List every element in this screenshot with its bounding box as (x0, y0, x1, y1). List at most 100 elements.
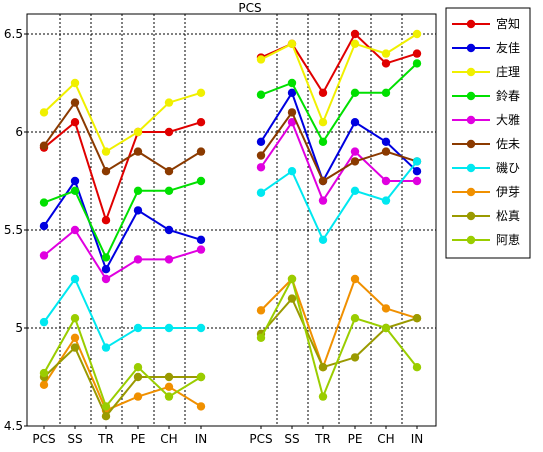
series-point (412, 49, 422, 58)
legend-label: 松真 (496, 209, 520, 223)
y-tick-label: 5.5 (4, 223, 23, 237)
x-tick-label: TR (314, 432, 331, 446)
series-point (39, 221, 49, 231)
series-point (70, 343, 80, 352)
series-point (412, 176, 422, 186)
legend-label: 宮知 (496, 16, 520, 31)
series-point (133, 372, 143, 382)
legend-label: 佐未 (496, 137, 520, 151)
series-point (101, 265, 111, 274)
series-point (196, 118, 206, 127)
x-tick-label: PE (348, 432, 363, 446)
series-point (70, 274, 80, 284)
series-point (287, 39, 297, 48)
series-point (70, 78, 80, 88)
series-point (164, 127, 174, 137)
series-point (39, 141, 49, 150)
x-tick-label: CH (377, 432, 394, 446)
series-point (381, 137, 391, 146)
series-line (43, 345, 201, 419)
series-point (412, 29, 422, 39)
series-point (381, 59, 391, 68)
legend-swatch-marker (466, 91, 476, 101)
x-tick-label: IN (195, 432, 208, 446)
series-point (256, 333, 266, 342)
series-point (101, 147, 111, 156)
series-point (412, 59, 422, 68)
series-point (101, 343, 111, 352)
series-point (70, 314, 80, 323)
axis-layer: 4.5 5 5.5 6 6.5 PCS SS TR PE CH IN PCS SS TR PE CH IN (4, 27, 423, 446)
series-point (350, 274, 360, 284)
series-point (101, 412, 111, 421)
series-point (350, 314, 360, 323)
series-point (196, 147, 206, 156)
legend-label: 友佳 (496, 41, 520, 55)
series-point (164, 167, 174, 176)
series-point (133, 363, 143, 372)
series-point (381, 323, 391, 333)
series-line (260, 33, 418, 125)
series-point (39, 198, 49, 207)
series-point (196, 88, 206, 98)
series-point (318, 392, 328, 401)
series-point (350, 147, 360, 156)
series-line (260, 276, 418, 400)
series-point (133, 255, 143, 264)
series-point (381, 196, 391, 205)
series-point (70, 118, 80, 127)
series-line (43, 81, 202, 154)
series-point (318, 88, 328, 98)
series-point (318, 235, 328, 244)
x-tick-label: SS (67, 432, 82, 446)
series-line (43, 120, 202, 224)
series-point (381, 304, 391, 313)
legend-label: 大雅 (496, 112, 520, 127)
x-tick-label: CH (160, 432, 177, 446)
series-point (287, 78, 297, 88)
series-point (101, 274, 111, 284)
x-tick-label: SS (284, 432, 299, 446)
series-point (412, 314, 422, 323)
series-point (256, 163, 266, 172)
legend-swatch-marker (466, 235, 476, 245)
series-point (39, 380, 49, 390)
legend-swatch-marker (466, 211, 476, 221)
series-point (196, 323, 206, 333)
legend-label: 磯ひ (496, 161, 520, 175)
series-point (318, 137, 328, 146)
series-line (260, 120, 417, 203)
series-point (133, 127, 143, 137)
series-point (287, 274, 297, 284)
series-point (381, 49, 391, 58)
legend-label: 鈴春 (496, 88, 520, 103)
series-point (318, 363, 328, 372)
legend-swatch-marker (466, 67, 476, 77)
x-tick-label: TR (97, 432, 114, 446)
series-point (412, 157, 422, 166)
series-layer (39, 29, 422, 421)
series-point (318, 118, 328, 127)
series-point (133, 147, 143, 156)
series-line (43, 315, 202, 409)
legend-swatch-marker (466, 187, 476, 197)
series-point (39, 317, 49, 327)
legend-swatch-marker (466, 19, 476, 29)
series-point (164, 323, 174, 333)
series-point (287, 88, 297, 98)
series-line (260, 160, 418, 242)
series-point (101, 253, 111, 262)
series-line (260, 62, 418, 144)
series-point (196, 235, 206, 244)
series-point (70, 98, 80, 107)
series-point (350, 88, 360, 98)
legend-swatch-marker (466, 139, 476, 149)
series-point (164, 255, 174, 264)
series-point (164, 186, 174, 195)
series-point (196, 176, 206, 186)
series-point (287, 294, 297, 303)
series-point (133, 186, 143, 195)
series-point (350, 39, 360, 48)
